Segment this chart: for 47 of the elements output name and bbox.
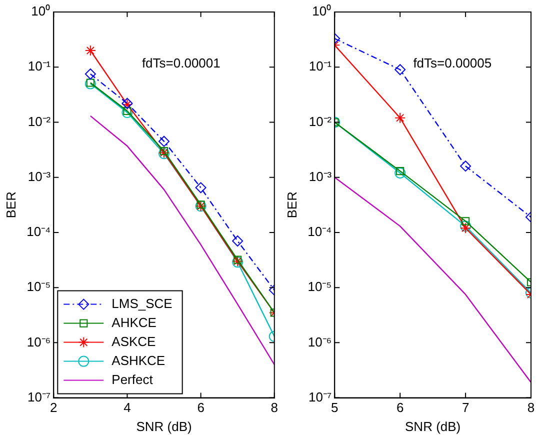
x-tick-label: 2	[50, 400, 58, 416]
y-axis-title: BER	[284, 192, 300, 218]
legend-label: ASKCE	[112, 334, 156, 349]
y-tick-label: 10⁰	[312, 4, 332, 19]
legend-label: Perfect	[112, 372, 154, 387]
x-axis-title: SNR (dB)	[136, 418, 192, 434]
point	[234, 256, 242, 264]
x-tick-label: 5	[331, 400, 338, 416]
point	[195, 182, 206, 194]
point	[84, 45, 96, 56]
point	[122, 107, 133, 118]
point	[158, 136, 170, 147]
y-tick-label: 10⁻⁷	[27, 389, 51, 404]
x-tick-label: 8	[270, 400, 278, 416]
point	[123, 106, 132, 116]
point	[196, 200, 205, 209]
point	[86, 78, 94, 87]
y-tick-label: 10⁻³	[28, 168, 52, 184]
point	[84, 78, 96, 90]
x-axis-title: SNR (dB)	[405, 418, 461, 434]
y-tick-label: 10⁻¹	[28, 58, 52, 74]
legend-label: ASHKCE	[112, 352, 166, 368]
y-tick-label: 10⁻¹	[308, 58, 332, 74]
y-tick-label: 10⁻⁷	[308, 389, 332, 404]
y-tick-label: 10⁻⁵	[308, 279, 332, 294]
point	[160, 147, 168, 156]
point	[84, 68, 96, 80]
legend-label: LMS_SCE	[112, 296, 173, 311]
point	[232, 235, 244, 246]
x-tick-label: 7	[462, 400, 470, 416]
y-tick-label: 10⁻⁵	[26, 279, 51, 294]
y-tick-label: 10⁻⁶	[308, 334, 332, 350]
y-tick-label: 10⁻⁶	[26, 334, 51, 350]
x-tick-label: 6	[197, 400, 204, 416]
x-tick-label: 4	[124, 400, 131, 416]
annotation: fdTs=0.00005	[413, 56, 492, 71]
y-tick-label: 10⁻⁴	[26, 224, 51, 240]
y-tick-label: 10⁻⁴	[308, 224, 332, 240]
y-tick-label: 10⁻³	[308, 168, 332, 184]
legend-label: AHKCE	[112, 314, 157, 330]
y-axis-title: BER	[3, 192, 18, 218]
y-tick-label: 10⁰	[31, 4, 51, 19]
x-tick-label: 6	[396, 400, 404, 416]
y-tick-label: 10⁻²	[308, 114, 332, 129]
annotation: fdTs=0.00001	[142, 56, 220, 71]
y-tick-label: 10⁻²	[28, 114, 52, 129]
x-tick-label: 8	[527, 400, 535, 416]
